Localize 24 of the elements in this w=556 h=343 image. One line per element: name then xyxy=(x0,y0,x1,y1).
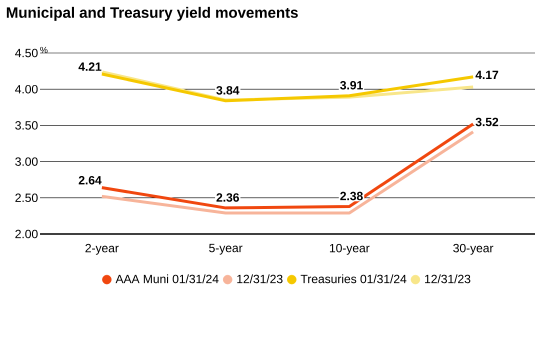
x-tick-label: 30-year xyxy=(453,244,494,255)
y-axis-title: % xyxy=(40,46,48,54)
x-tick-label: 2-year xyxy=(85,244,119,255)
legend-label: AAA Muni 01/31/24 xyxy=(116,274,219,284)
data-label: 2.36 xyxy=(216,193,239,202)
legend-label: 12/31/23 xyxy=(425,274,470,284)
legend-label: Treasuries 01/31/24 xyxy=(300,274,406,284)
data-label: 3.84 xyxy=(216,86,240,95)
data-label: 3.91 xyxy=(340,81,363,90)
data-label: 4.21 xyxy=(78,62,102,71)
y-tick-label: 3.00 xyxy=(15,157,38,166)
data-label: 4.17 xyxy=(476,70,498,80)
chart-title: Municipal and Treasury yield movements xyxy=(6,6,298,21)
y-tick-label: 4.50 xyxy=(15,48,38,58)
data-label: 3.52 xyxy=(476,118,498,126)
y-tick-label: 2.00 xyxy=(15,230,38,238)
x-tick-label: 10-year xyxy=(330,244,370,255)
legend-label: 12/31/23 xyxy=(237,274,283,284)
x-tick-label: 5-year xyxy=(209,244,242,255)
y-tick-label: 3.50 xyxy=(15,121,38,130)
y-tick-label: 4.00 xyxy=(15,84,38,94)
data-label: 2.64 xyxy=(78,176,102,184)
y-tick-label: 2.50 xyxy=(15,194,38,202)
data-label: 2.38 xyxy=(340,192,363,200)
